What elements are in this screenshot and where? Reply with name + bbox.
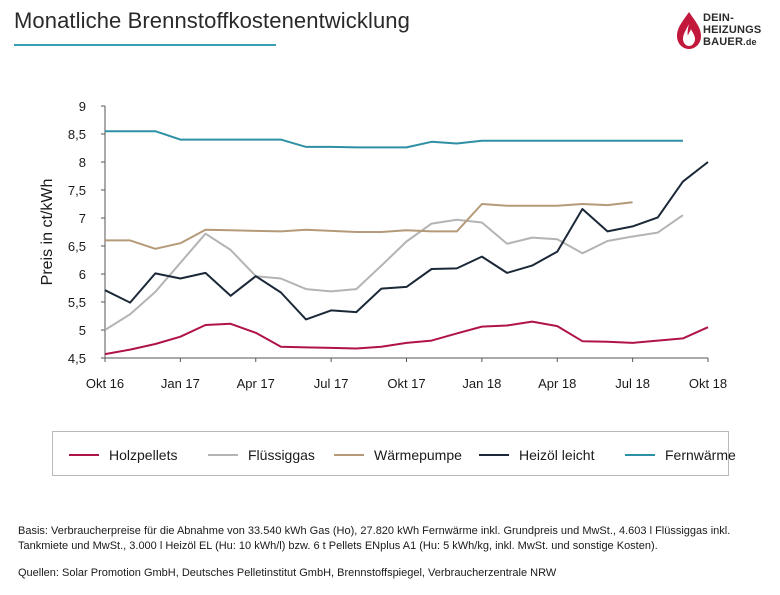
x-tick-label: Jul 17 bbox=[314, 376, 349, 391]
page-title: Monatliche Brennstoffkostenentwicklung bbox=[14, 8, 410, 33]
legend-label-waermepumpe: Wärmepumpe bbox=[374, 446, 462, 463]
chart-legend: Holzpellets Flüssiggas Wärmepumpe Heizöl… bbox=[52, 431, 736, 477]
series-line-heizoel bbox=[104, 161, 709, 321]
legend-swatch-fernwaerme bbox=[625, 453, 655, 456]
legend-item-holzpellets: Holzpellets bbox=[69, 432, 177, 477]
y-axis-label: Preis in ct/kWh bbox=[39, 179, 56, 286]
flame-logo-icon bbox=[677, 12, 701, 49]
y-tick-label: 7,5 bbox=[68, 183, 86, 198]
y-tick-label: 6 bbox=[79, 267, 86, 282]
x-tick-label: Okt 16 bbox=[86, 376, 124, 391]
x-tick-label: Okt 17 bbox=[387, 376, 425, 391]
legend-swatch-holzpellets bbox=[69, 453, 99, 456]
series-line-fluessiggas bbox=[104, 214, 684, 331]
y-tick-label: 7 bbox=[79, 211, 86, 226]
legend-swatch-heizoel bbox=[479, 453, 509, 456]
logo-line-2: HEIZUNGS bbox=[703, 24, 762, 36]
series-line-fernwaerme bbox=[105, 130, 683, 149]
y-tick-label: 5,5 bbox=[68, 295, 86, 310]
y-tick-label: 8,5 bbox=[68, 127, 86, 142]
legend-item-fluessiggas: Flüssiggas bbox=[208, 432, 315, 477]
legend-swatch-fluessiggas bbox=[208, 453, 238, 456]
legend-label-fernwaerme: Fernwärme bbox=[665, 446, 736, 463]
legend-label-heizoel: Heizöl leicht bbox=[519, 446, 595, 463]
price-line-chart: 4,5 5 5,5 6 6,5 7 7,5 8 8,5 9 Okt 16 Jan 17 Apr 17 Ju… bbox=[39, 99, 727, 391]
legend-item-fernwaerme: Fernwärme bbox=[625, 432, 736, 477]
y-tick-label: 9 bbox=[79, 99, 86, 114]
y-tick-label: 6,5 bbox=[68, 239, 86, 254]
legend-label-holzpellets: Holzpellets bbox=[109, 446, 178, 463]
logo-wordmark: DEIN- HEIZUNGS BAUER.de bbox=[703, 12, 778, 48]
title-underline bbox=[14, 44, 276, 46]
legend-item-waermepumpe: Wärmepumpe bbox=[334, 432, 462, 477]
x-tick-label: Apr 17 bbox=[237, 376, 275, 391]
x-tick-label: Okt 18 bbox=[689, 376, 727, 391]
footnote-basis: Basis: Verbraucherpreise für die Abnahme… bbox=[18, 525, 731, 552]
legend-label-fluessiggas: Flüssiggas bbox=[248, 446, 315, 463]
x-tick-label: Jul 18 bbox=[615, 376, 650, 391]
legend-swatch-waermepumpe bbox=[334, 453, 364, 456]
series-line-waermepumpe bbox=[105, 201, 633, 250]
x-tick-label: Jan 18 bbox=[462, 376, 501, 391]
y-tick-label: 5 bbox=[79, 323, 86, 338]
series-line-holzpellets bbox=[104, 320, 709, 356]
logo-line-3: BAUER.de bbox=[703, 36, 757, 48]
legend-item-heizoel: Heizöl leicht bbox=[479, 432, 594, 477]
x-tick-label: Jan 17 bbox=[161, 376, 200, 391]
y-tick-label: 4,5 bbox=[68, 351, 86, 366]
y-tick-label: 8 bbox=[79, 155, 86, 170]
x-tick-label: Apr 18 bbox=[538, 376, 576, 391]
brand-logo: DEIN- HEIZUNGS BAUER.de bbox=[676, 10, 776, 54]
logo-line-1: DEIN- bbox=[703, 12, 734, 24]
footnote-sources: Quellen: Solar Promotion GmbH, Deutsches… bbox=[18, 567, 557, 579]
